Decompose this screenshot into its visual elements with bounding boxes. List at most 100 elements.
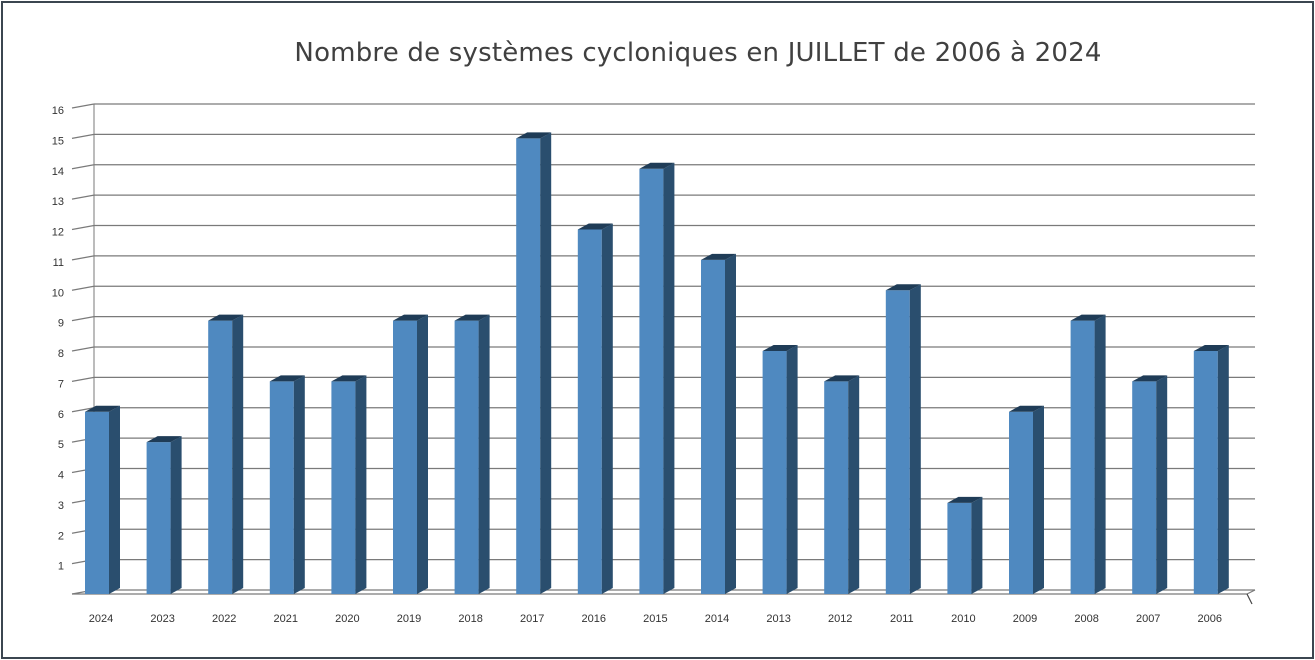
- bar: [516, 138, 541, 594]
- bar-side: [478, 314, 490, 594]
- bar-top: [269, 375, 305, 382]
- x-tick-labels: 2024 2023 2022 2021 2020 2019 2018 2017 2016 2015…: [89, 613, 1222, 625]
- gridline-depth: [71, 316, 95, 322]
- chart-title: Nombre de systèmes cycloniques en JUILLE…: [294, 38, 1102, 68]
- bar-side: [355, 375, 367, 594]
- bar-top: [208, 314, 244, 321]
- gridline-depth: [71, 407, 95, 413]
- bar-top: [701, 253, 736, 260]
- bar-top: [1193, 345, 1229, 351]
- x-tick-label: 2012: [828, 613, 852, 625]
- y-tick-label: 5: [58, 439, 64, 451]
- bar: [639, 168, 664, 594]
- x-tick-label: 2006: [1198, 613, 1222, 625]
- bar: [1070, 320, 1095, 594]
- bar-top: [1009, 405, 1044, 412]
- bar-side: [1094, 314, 1106, 594]
- x-tick-label: 2010: [951, 613, 975, 625]
- bar: [454, 320, 479, 594]
- bar: [947, 502, 972, 594]
- y-tick-label: 15: [52, 135, 64, 147]
- bar-top: [146, 436, 182, 443]
- gridline-depth: [71, 164, 95, 170]
- bar: [701, 259, 725, 594]
- y-tick-label: 3: [58, 500, 64, 512]
- x-tick-label: 2019: [397, 613, 421, 625]
- bar-side: [601, 223, 613, 594]
- bar-side: [232, 314, 244, 594]
- bar-side: [909, 284, 921, 594]
- bar: [824, 381, 849, 594]
- x-tick-label: 2009: [1013, 613, 1037, 625]
- y-tick-label: 14: [52, 166, 64, 178]
- bar: [577, 229, 602, 594]
- bar: [1193, 351, 1218, 594]
- bar: [331, 381, 356, 594]
- gridline-depth: [71, 285, 95, 291]
- bar-top: [331, 375, 367, 382]
- bar: [208, 320, 233, 594]
- bar-side: [1217, 345, 1229, 594]
- x-tick-label: 2023: [150, 613, 174, 625]
- x-tick-label: 2021: [274, 613, 298, 625]
- y-tick-label: 11: [53, 257, 64, 269]
- bar-top: [85, 405, 120, 412]
- gridline-depth: [71, 346, 95, 352]
- bar-side: [848, 375, 860, 594]
- x-tick-label: 2013: [766, 613, 790, 625]
- bar-side: [663, 162, 675, 594]
- gridline-depth: [71, 255, 95, 261]
- bar: [885, 290, 910, 594]
- y-tick-label: 8: [58, 348, 64, 360]
- bar-side: [170, 436, 182, 594]
- x-tick-label: 2008: [1074, 613, 1098, 625]
- x-tick-label: 2014: [705, 613, 729, 625]
- bar-top: [454, 314, 490, 321]
- x-tick-label: 2022: [212, 613, 236, 625]
- bar: [393, 320, 417, 594]
- bar-top: [885, 284, 921, 291]
- bar: [146, 442, 171, 594]
- y-tick-label: 6: [58, 409, 64, 421]
- bar-side: [540, 132, 552, 594]
- y-tick-label: 1: [58, 561, 64, 573]
- x-tick-label: 2018: [458, 613, 482, 625]
- bar-top: [947, 496, 983, 503]
- y-tick-label: 9: [58, 318, 64, 330]
- bar-side: [971, 496, 983, 594]
- bar-top: [393, 314, 428, 321]
- bars: [85, 132, 1229, 594]
- x-tick-label: 2017: [520, 613, 544, 625]
- y-tick-label: 10: [52, 287, 64, 299]
- floor-corner-tick: [1246, 593, 1253, 605]
- bar-side: [725, 253, 736, 594]
- gridline-depth: [71, 133, 95, 139]
- bar-side: [417, 314, 428, 594]
- gridline-depth: [71, 376, 95, 382]
- x-tick-label: 2016: [582, 613, 606, 625]
- x-tick-label: 2020: [335, 613, 359, 625]
- bar-top: [824, 375, 860, 382]
- x-tick-label: 2024: [89, 613, 113, 625]
- bar: [762, 351, 787, 594]
- bar-top: [577, 223, 613, 230]
- bar-top: [762, 345, 798, 351]
- bar-side: [1033, 405, 1044, 594]
- y-tick-label: 13: [52, 196, 64, 208]
- y-tick-label: 7: [58, 378, 64, 390]
- x-tick-label: 2007: [1136, 613, 1160, 625]
- bar-top: [1070, 314, 1106, 321]
- bar-side: [1156, 375, 1168, 594]
- bar-side: [786, 345, 798, 594]
- bar: [85, 411, 109, 594]
- y-tick-label: 16: [52, 105, 64, 117]
- gridline-depth: [71, 224, 95, 231]
- bar-top: [1132, 375, 1168, 382]
- x-tick-label: 2011: [890, 613, 914, 625]
- y-tick-label: 12: [52, 227, 64, 239]
- bar: [1132, 381, 1157, 594]
- floor-corner: [1246, 589, 1256, 595]
- bar: [269, 381, 294, 594]
